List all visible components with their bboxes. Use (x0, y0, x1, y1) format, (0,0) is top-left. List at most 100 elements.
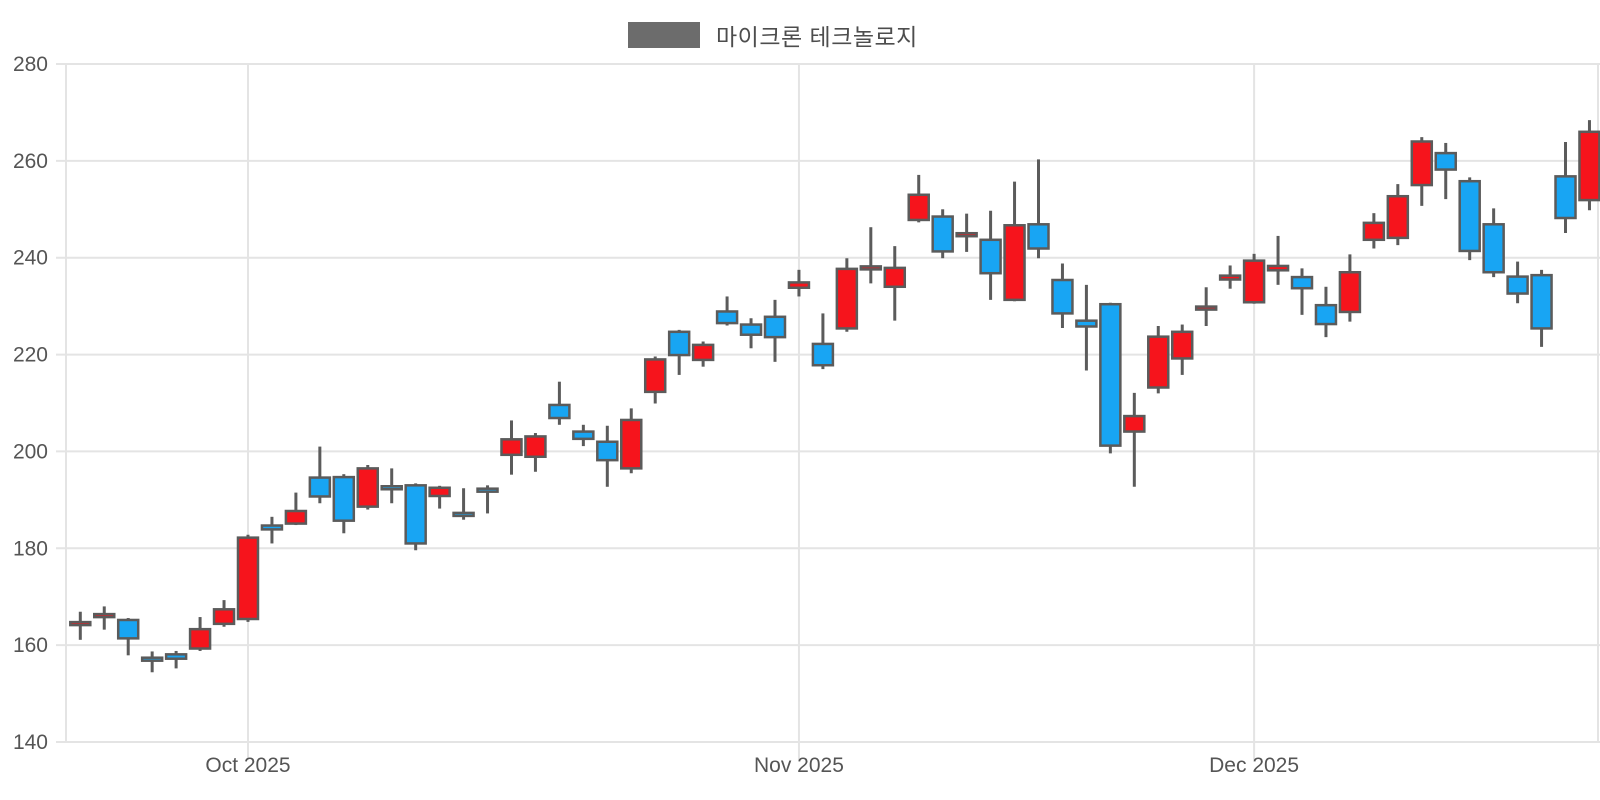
y-tick-label-240: 240 (13, 247, 48, 270)
candle-3[interactable] (140, 651, 164, 673)
candle-body-down (308, 476, 332, 498)
candle-1[interactable] (93, 606, 116, 630)
candle-body-up (212, 608, 236, 626)
candle-5[interactable] (188, 617, 212, 651)
candle-body-down (332, 475, 356, 522)
candle-20[interactable] (548, 381, 571, 425)
candle-body-down (811, 342, 835, 367)
y-tick-label-280: 280 (13, 53, 48, 76)
candle-44[interactable] (1123, 392, 1146, 487)
candle-body-down (667, 330, 691, 357)
candle-59[interactable] (1482, 208, 1505, 278)
candle-2[interactable] (116, 618, 140, 656)
candle-58[interactable] (1458, 177, 1481, 261)
candle-body-down (572, 430, 595, 441)
candle-14[interactable] (404, 483, 427, 551)
candle-10[interactable] (308, 446, 332, 504)
candle-body-up (1123, 414, 1146, 433)
candle-body-down (1027, 223, 1050, 250)
candle-25[interactable] (667, 329, 691, 375)
candle-47[interactable] (1194, 287, 1218, 327)
candle-60[interactable] (1506, 261, 1529, 304)
candle-body-up (188, 627, 212, 650)
candle-8[interactable] (260, 516, 284, 544)
candle-19[interactable] (524, 433, 547, 472)
candle-26[interactable] (691, 341, 715, 367)
y-tick-label-260: 260 (13, 150, 48, 173)
candle-4[interactable] (164, 650, 188, 669)
candle-body-up (1147, 335, 1170, 389)
candle-38[interactable] (979, 210, 1002, 300)
candle-body-down (715, 310, 739, 325)
candle-17[interactable] (476, 485, 499, 514)
candle-21[interactable] (572, 424, 595, 447)
candle-body-down (1314, 303, 1338, 326)
candle-22[interactable] (596, 425, 619, 487)
candle-63[interactable] (1578, 120, 1600, 211)
candle-6[interactable] (212, 600, 236, 627)
candle-41[interactable] (1051, 263, 1074, 328)
candle-15[interactable] (428, 485, 451, 509)
candle-37[interactable] (955, 213, 978, 252)
candle-body-up (284, 509, 308, 525)
candle-27[interactable] (715, 296, 739, 326)
candle-31[interactable] (811, 313, 835, 370)
candle-body-down (404, 484, 427, 545)
candle-30[interactable] (787, 269, 811, 297)
candle-50[interactable] (1266, 235, 1290, 285)
candle-53[interactable] (1338, 254, 1362, 322)
candle-46[interactable] (1170, 324, 1194, 375)
candle-body-up (907, 193, 930, 222)
candle-52[interactable] (1314, 286, 1338, 338)
candle-body-down (1506, 275, 1529, 295)
candle-body-up (835, 267, 859, 330)
candle-body-down (979, 238, 1002, 275)
candle-45[interactable] (1147, 326, 1170, 394)
candle-33[interactable] (859, 227, 883, 284)
candle-body-down (260, 524, 284, 531)
candle-11[interactable] (332, 474, 356, 534)
candle-36[interactable] (931, 209, 954, 259)
candle-42[interactable] (1075, 284, 1098, 371)
y-tick-label-200: 200 (13, 440, 48, 463)
candle-43[interactable] (1099, 302, 1122, 454)
candle-12[interactable] (356, 464, 380, 510)
candle-51[interactable] (1290, 268, 1314, 315)
candle-body-up (1003, 224, 1026, 302)
candle-16[interactable] (452, 488, 475, 520)
candle-body-down (1554, 175, 1577, 220)
candle-40[interactable] (1027, 159, 1050, 259)
x-tick-label-oct-2025: Oct 2025 (205, 754, 290, 777)
candle-13[interactable] (380, 468, 403, 504)
candle-56[interactable] (1410, 137, 1434, 206)
candle-body-down (380, 485, 403, 491)
candle-39[interactable] (1003, 181, 1026, 302)
candle-23[interactable] (620, 408, 643, 474)
candle-body-down (452, 511, 475, 518)
candle-29[interactable] (763, 299, 787, 362)
candle-9[interactable] (284, 492, 308, 526)
candle-35[interactable] (907, 174, 930, 223)
candle-body-up (1266, 264, 1290, 272)
candle-49[interactable] (1242, 253, 1266, 304)
candle-body-down (739, 323, 763, 336)
candle-body-up (620, 418, 643, 470)
candle-7[interactable] (236, 534, 260, 622)
y-tick-label-160: 160 (13, 634, 48, 657)
candle-18[interactable] (500, 420, 523, 475)
candle-62[interactable] (1554, 141, 1577, 234)
candle-32[interactable] (835, 258, 859, 332)
candle-body-up (955, 231, 978, 238)
candle-57[interactable] (1434, 142, 1457, 200)
candle-24[interactable] (643, 356, 667, 404)
candle-54[interactable] (1362, 213, 1386, 249)
candle-55[interactable] (1386, 184, 1410, 246)
candle-61[interactable] (1530, 269, 1553, 347)
candle-28[interactable] (739, 318, 763, 349)
chart-legend[interactable]: 마이크론 테크놀로지 (628, 18, 918, 52)
candle-48[interactable] (1218, 265, 1242, 289)
candle-34[interactable] (883, 246, 907, 321)
candle-body-up (1578, 130, 1600, 202)
candle-0[interactable] (69, 611, 92, 640)
